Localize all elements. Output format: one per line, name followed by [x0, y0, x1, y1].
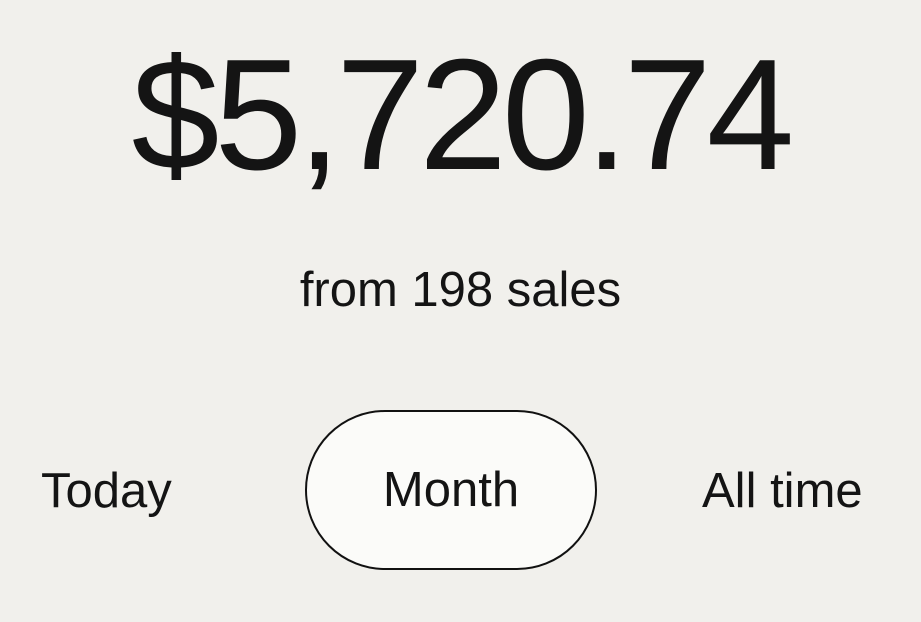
tab-all-time[interactable]: All time: [702, 464, 863, 518]
tab-today[interactable]: Today: [41, 464, 172, 518]
total-sales-amount: $5,720.74: [131, 27, 795, 203]
tab-month-label: Month: [382, 462, 520, 517]
tab-month[interactable]: Month: [305, 410, 597, 570]
sales-count-subtitle: from 198 sales: [299, 263, 622, 317]
